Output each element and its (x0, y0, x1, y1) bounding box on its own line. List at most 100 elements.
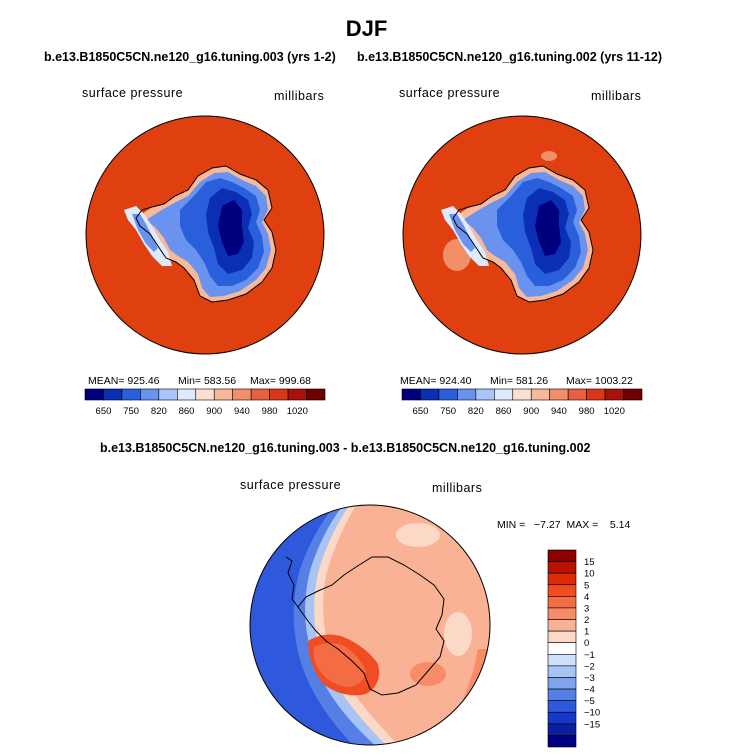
colorbar-tick-label: 1020 (287, 406, 308, 417)
difference-field (250, 505, 490, 745)
panel2-min-stat: Min= 581.26 (490, 375, 549, 387)
panel3-title: b.e13.B1850C5CN.ne120_g16.tuning.003 - b… (100, 441, 591, 455)
colorbar-swatch (586, 388, 606, 401)
colorbar-swatch (547, 584, 577, 597)
colorbar-swatch (547, 549, 577, 562)
colorbar-tick-label: 860 (496, 406, 512, 417)
map-boundary (402, 115, 642, 355)
colorbar-tick-label: 1020 (604, 406, 625, 417)
coastline (135, 165, 277, 303)
colorbar-swatch (438, 388, 458, 401)
colorbar-swatch (547, 665, 577, 678)
colorbar-swatch (547, 561, 577, 574)
peninsula-coastline (285, 556, 299, 608)
colorbar-swatch (158, 388, 178, 401)
colorbar-swatch (457, 388, 477, 401)
colorbar-tick-label: 750 (123, 406, 139, 417)
map-boundary (249, 504, 491, 746)
colorbar-swatch (512, 388, 532, 401)
coastline (452, 165, 594, 303)
colorbar-swatch (547, 596, 577, 609)
panel3-minmax-stat: MIN = −7.27 MAX = 5.14 (497, 519, 631, 531)
colorbar-swatch (195, 388, 215, 401)
colorbar-swatch (547, 572, 577, 586)
panel2-polar-map (402, 115, 642, 355)
colorbar-swatch (547, 619, 577, 632)
panel1-variable-label: surface pressure (82, 86, 184, 100)
colorbar-swatch (547, 607, 577, 620)
panel2-title: b.e13.B1850C5CN.ne120_g16.tuning.002 (yr… (357, 50, 663, 64)
colorbar-tick-label: 980 (262, 406, 278, 417)
colorbar-tick-label: 980 (579, 406, 595, 417)
panel1-units-label: millibars (274, 89, 325, 103)
panel3-polar-map (249, 504, 491, 746)
colorbar-tick-label: 0 (584, 638, 589, 649)
colorbar-tick-label: 15 (584, 557, 595, 568)
colorbar-tick-label: 940 (234, 406, 250, 417)
page-title: DJF (345, 16, 388, 41)
colorbar-tick-label: −3 (584, 673, 595, 684)
panel2-units-label: millibars (591, 89, 642, 103)
colorbar-swatch (250, 388, 270, 401)
colorbar-tick-label: −2 (584, 661, 595, 672)
colorbar-swatch (547, 688, 577, 701)
colorbar-swatch (140, 388, 160, 401)
colorbar-tick-label: 650 (413, 406, 429, 417)
panel1-polar-map (85, 115, 325, 355)
colorbar-swatch (623, 388, 643, 401)
colorbar-swatch (177, 388, 197, 401)
colorbar-swatch (547, 711, 577, 725)
colorbar-tick-label: 650 (96, 406, 112, 417)
panel1-colorbar: 650 750 820 860 900 940 980 1020 (84, 388, 326, 417)
colorbar-swatch (287, 388, 307, 401)
panel1-mean-stat: MEAN= 925.46 (88, 375, 160, 387)
antarctica-field (427, 151, 617, 354)
colorbar-swatch (547, 630, 577, 644)
panel3-variable-label: surface pressure (240, 478, 342, 492)
colorbar-tick-label: 10 (584, 569, 595, 580)
colorbar-swatch (547, 653, 577, 667)
colorbar-tick-label: −5 (584, 696, 595, 707)
panel1-min-stat: Min= 583.56 (178, 375, 237, 387)
colorbar-swatch (494, 388, 514, 401)
colorbar-tick-label: 820 (468, 406, 484, 417)
colorbar-swatch (549, 388, 569, 401)
colorbar-swatch (213, 388, 233, 401)
colorbar-tick-label: 2 (584, 615, 589, 626)
colorbar-swatch (530, 388, 550, 401)
colorbar-swatch (604, 388, 624, 401)
colorbar-tick-label: 1 (584, 627, 589, 638)
colorbar-swatch (547, 723, 577, 736)
colorbar-tick-label: −15 (584, 719, 600, 730)
colorbar-tick-label: 5 (584, 580, 589, 591)
panel3-units-label: millibars (432, 481, 483, 495)
colorbar-swatch (547, 700, 577, 713)
colorbar-swatch (567, 388, 587, 401)
colorbar-tick-label: 900 (523, 406, 539, 417)
panel1-max-stat: Max= 999.68 (250, 375, 312, 387)
colorbar-swatch (475, 388, 495, 401)
panel2-variable-label: surface pressure (399, 86, 501, 100)
colorbar-swatch (401, 388, 421, 401)
colorbar-swatch (547, 642, 577, 655)
colorbar-tick-label: 940 (551, 406, 567, 417)
panel1-title: b.e13.B1850C5CN.ne120_g16.tuning.003 (yr… (44, 50, 336, 64)
colorbar-tick-label: −10 (584, 708, 600, 719)
colorbar-swatch (232, 388, 252, 401)
colorbar-tick-label: 750 (440, 406, 456, 417)
coastline (297, 556, 445, 696)
panel2-colorbar: 650 750 820 860 900 940 980 1020 (401, 388, 643, 417)
colorbar-tick-label: −1 (584, 650, 595, 661)
colorbar-swatch (121, 388, 141, 401)
panel2-mean-stat: MEAN= 924.40 (400, 375, 472, 387)
colorbar-tick-label: 4 (584, 592, 589, 603)
colorbar-swatch (103, 388, 123, 401)
colorbar-swatch (306, 388, 326, 401)
colorbar-tick-label: 900 (206, 406, 222, 417)
colorbar-tick-label: 820 (151, 406, 167, 417)
colorbar-tick-label: 860 (179, 406, 195, 417)
colorbar-swatch (269, 388, 289, 401)
colorbar-tick-label: 3 (584, 603, 589, 614)
map-boundary (85, 115, 325, 355)
